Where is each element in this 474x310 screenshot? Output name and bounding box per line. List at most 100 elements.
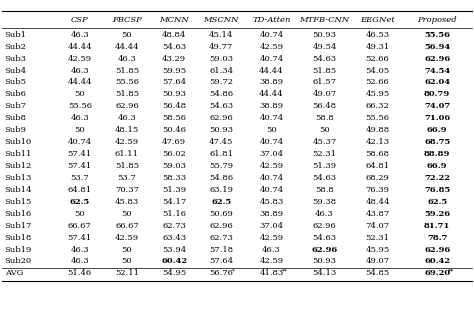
Text: 57.41: 57.41 [68,162,92,170]
Text: 53.94: 53.94 [162,246,186,254]
Text: 42.59: 42.59 [259,234,283,241]
Text: 62.73: 62.73 [162,222,186,230]
Text: Proposed: Proposed [417,16,457,24]
Text: 76.39: 76.39 [365,186,390,194]
Text: 42.59: 42.59 [115,138,139,146]
Text: Sub20: Sub20 [5,258,32,265]
Text: 62.96: 62.96 [311,246,337,254]
Text: 46.3: 46.3 [71,67,89,74]
Text: 45.83: 45.83 [115,198,139,206]
Text: 40.74: 40.74 [259,138,283,146]
Text: Sub8: Sub8 [5,114,27,122]
Text: 52.31: 52.31 [312,150,337,158]
Text: Sub15: Sub15 [5,198,32,206]
Text: Sub3: Sub3 [5,55,27,63]
Text: 47.69: 47.69 [162,138,186,146]
Text: Sub9: Sub9 [5,126,27,134]
Text: 51.85: 51.85 [312,67,337,74]
Text: 54.86: 54.86 [209,174,233,182]
Text: 44.44: 44.44 [67,43,92,51]
Text: **: ** [448,268,454,273]
Text: FBCSP: FBCSP [112,16,142,24]
Text: 56.48: 56.48 [162,102,186,110]
Text: 68.29: 68.29 [365,174,390,182]
Text: 55.56: 55.56 [115,78,139,86]
Text: 61.57: 61.57 [312,78,337,86]
Text: 56.48: 56.48 [312,102,337,110]
Text: 51.85: 51.85 [115,67,139,74]
Text: 50.69: 50.69 [210,210,233,218]
Text: 50: 50 [319,126,330,134]
Text: 70.37: 70.37 [115,186,139,194]
Text: 66.67: 66.67 [68,222,91,230]
Text: 40.74: 40.74 [259,174,283,182]
Text: 38.89: 38.89 [259,78,283,86]
Text: 54.63: 54.63 [312,174,337,182]
Text: 50: 50 [74,126,85,134]
Text: 49.07: 49.07 [312,91,337,98]
Text: 51.16: 51.16 [162,210,186,218]
Text: 62.5: 62.5 [70,198,90,206]
Text: 58.56: 58.56 [162,114,186,122]
Text: 45.95: 45.95 [365,246,390,254]
Text: 66.67: 66.67 [115,222,139,230]
Text: 54.17: 54.17 [162,198,186,206]
Text: 56.76: 56.76 [210,269,233,277]
Text: 45.95: 45.95 [365,91,390,98]
Text: Sub14: Sub14 [5,186,32,194]
Text: 62.96: 62.96 [424,246,450,254]
Text: 58.33: 58.33 [162,174,186,182]
Text: 51.39: 51.39 [312,162,337,170]
Text: 45.14: 45.14 [209,31,234,39]
Text: 62.5: 62.5 [427,198,447,206]
Text: 46.3: 46.3 [71,114,89,122]
Text: 50: 50 [122,31,132,39]
Text: Sub5: Sub5 [5,78,27,86]
Text: 54.63: 54.63 [209,102,233,110]
Text: MCNN: MCNN [159,16,189,24]
Text: Sub18: Sub18 [5,234,32,241]
Text: 54.95: 54.95 [162,269,186,277]
Text: 61.81: 61.81 [210,150,233,158]
Text: 69.20: 69.20 [424,269,450,277]
Text: 55.79: 55.79 [209,162,233,170]
Text: 60.42: 60.42 [161,258,187,265]
Text: 62.04: 62.04 [424,78,450,86]
Text: 74.07: 74.07 [365,222,390,230]
Text: 51.85: 51.85 [115,162,139,170]
Text: 44.44: 44.44 [259,67,284,74]
Text: Sub12: Sub12 [5,162,32,170]
Text: *: * [232,268,235,273]
Text: 58.8: 58.8 [315,186,334,194]
Text: 59.26: 59.26 [424,210,450,218]
Text: 63.19: 63.19 [210,186,233,194]
Text: 74.07: 74.07 [424,102,450,110]
Text: 37.04: 37.04 [259,150,283,158]
Text: 57.41: 57.41 [68,234,92,241]
Text: 49.07: 49.07 [365,258,390,265]
Text: 54.63: 54.63 [162,43,186,51]
Text: 48.44: 48.44 [365,198,390,206]
Text: 59.03: 59.03 [162,162,186,170]
Text: Sub16: Sub16 [5,210,32,218]
Text: 46.3: 46.3 [315,210,334,218]
Text: Sub6: Sub6 [5,91,27,98]
Text: 54.63: 54.63 [312,55,337,63]
Text: 46.3: 46.3 [262,246,281,254]
Text: 48.15: 48.15 [115,126,139,134]
Text: EEGNet: EEGNet [360,16,395,24]
Text: 61.34: 61.34 [209,67,233,74]
Text: 59.38: 59.38 [312,198,337,206]
Text: 51.46: 51.46 [68,269,92,277]
Text: 54.85: 54.85 [365,269,390,277]
Text: 54.13: 54.13 [312,269,337,277]
Text: 43.29: 43.29 [162,55,186,63]
Text: **: ** [283,268,288,273]
Text: 66.9: 66.9 [427,162,447,170]
Text: 40.74: 40.74 [259,186,283,194]
Text: 60.42: 60.42 [424,258,450,265]
Text: 41.83: 41.83 [259,269,283,277]
Text: 50: 50 [266,126,277,134]
Text: Sub7: Sub7 [5,102,27,110]
Text: 68.75: 68.75 [424,138,450,146]
